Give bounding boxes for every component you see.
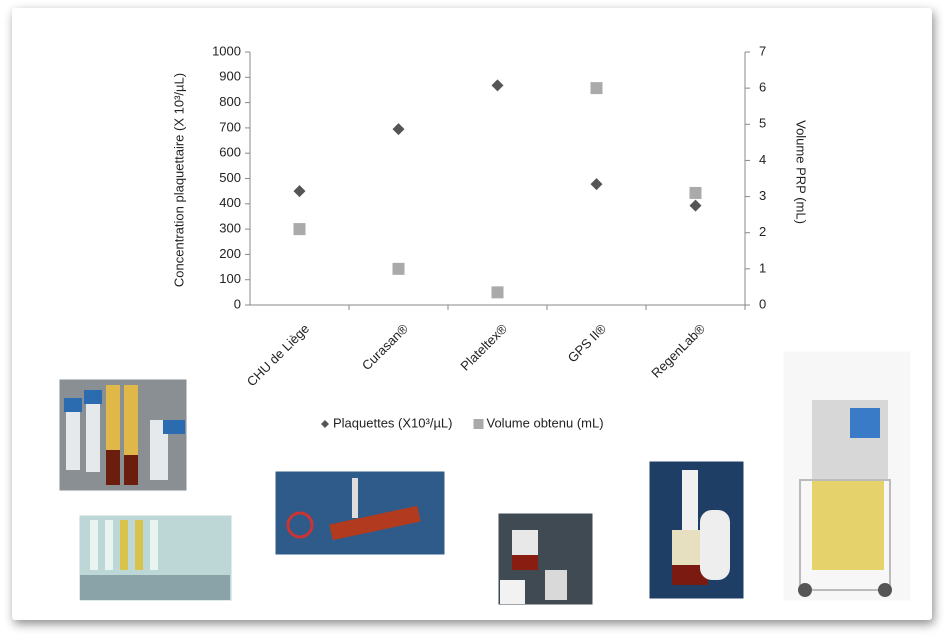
y-tick-label: 0 <box>234 296 241 311</box>
x-tick-label: CHU de Liège <box>244 321 312 389</box>
y2-tick-label: 7 <box>759 43 766 58</box>
legend-label: Plaquettes (X10³/µL) <box>333 415 453 430</box>
x-tick-label: RegenLab® <box>648 321 708 381</box>
y-tick-label: 600 <box>219 145 241 160</box>
y2-tick-label: 1 <box>759 260 766 275</box>
legend-marker <box>321 420 329 428</box>
point <box>393 263 405 275</box>
point <box>591 178 603 190</box>
point <box>393 123 405 135</box>
point <box>591 82 603 94</box>
photo-rack <box>78 514 233 602</box>
y-tick-label: 400 <box>219 195 241 210</box>
x-tick-label: GPS II® <box>565 321 610 366</box>
y2-tick-label: 2 <box>759 224 766 239</box>
photo-syringe <box>274 470 446 556</box>
point <box>294 223 306 235</box>
y-tick-label: 300 <box>219 221 241 236</box>
photo-tubes <box>58 378 188 492</box>
point <box>690 187 702 199</box>
y-tick-label: 1000 <box>212 43 241 58</box>
page: Concentration plaquettaire (X 10³/µL) Vo… <box>0 0 946 641</box>
y2-tick-label: 4 <box>759 152 766 167</box>
y-tick-label: 700 <box>219 119 241 134</box>
x-tick-label: Plateltex® <box>457 321 510 374</box>
legend-marker <box>474 419 484 429</box>
y2-tick-label: 3 <box>759 188 766 203</box>
photo-kit <box>497 512 594 606</box>
y-tick-label: 100 <box>219 271 241 286</box>
y2-tick-label: 6 <box>759 80 766 95</box>
chart: Concentration plaquettaire (X 10³/µL) Vo… <box>0 0 946 641</box>
legend-label: Volume obtenu (mL) <box>487 415 604 430</box>
point <box>294 185 306 197</box>
y2-axis-title: Volume PRP (mL) <box>794 120 809 224</box>
y2-tick-label: 5 <box>759 116 766 131</box>
point <box>492 79 504 91</box>
y-tick-label: 200 <box>219 246 241 261</box>
x-tick-label: Curasan® <box>359 321 411 373</box>
y-tick-label: 500 <box>219 170 241 185</box>
y-tick-label: 800 <box>219 94 241 109</box>
point <box>492 286 504 298</box>
y2-tick-label: 0 <box>759 296 766 311</box>
y-axis-title: Concentration plaquettaire (X 10³/µL) <box>171 73 186 287</box>
y-tick-label: 900 <box>219 69 241 84</box>
photo-hand <box>648 460 745 600</box>
photo-machine <box>782 350 912 602</box>
point <box>690 200 702 212</box>
